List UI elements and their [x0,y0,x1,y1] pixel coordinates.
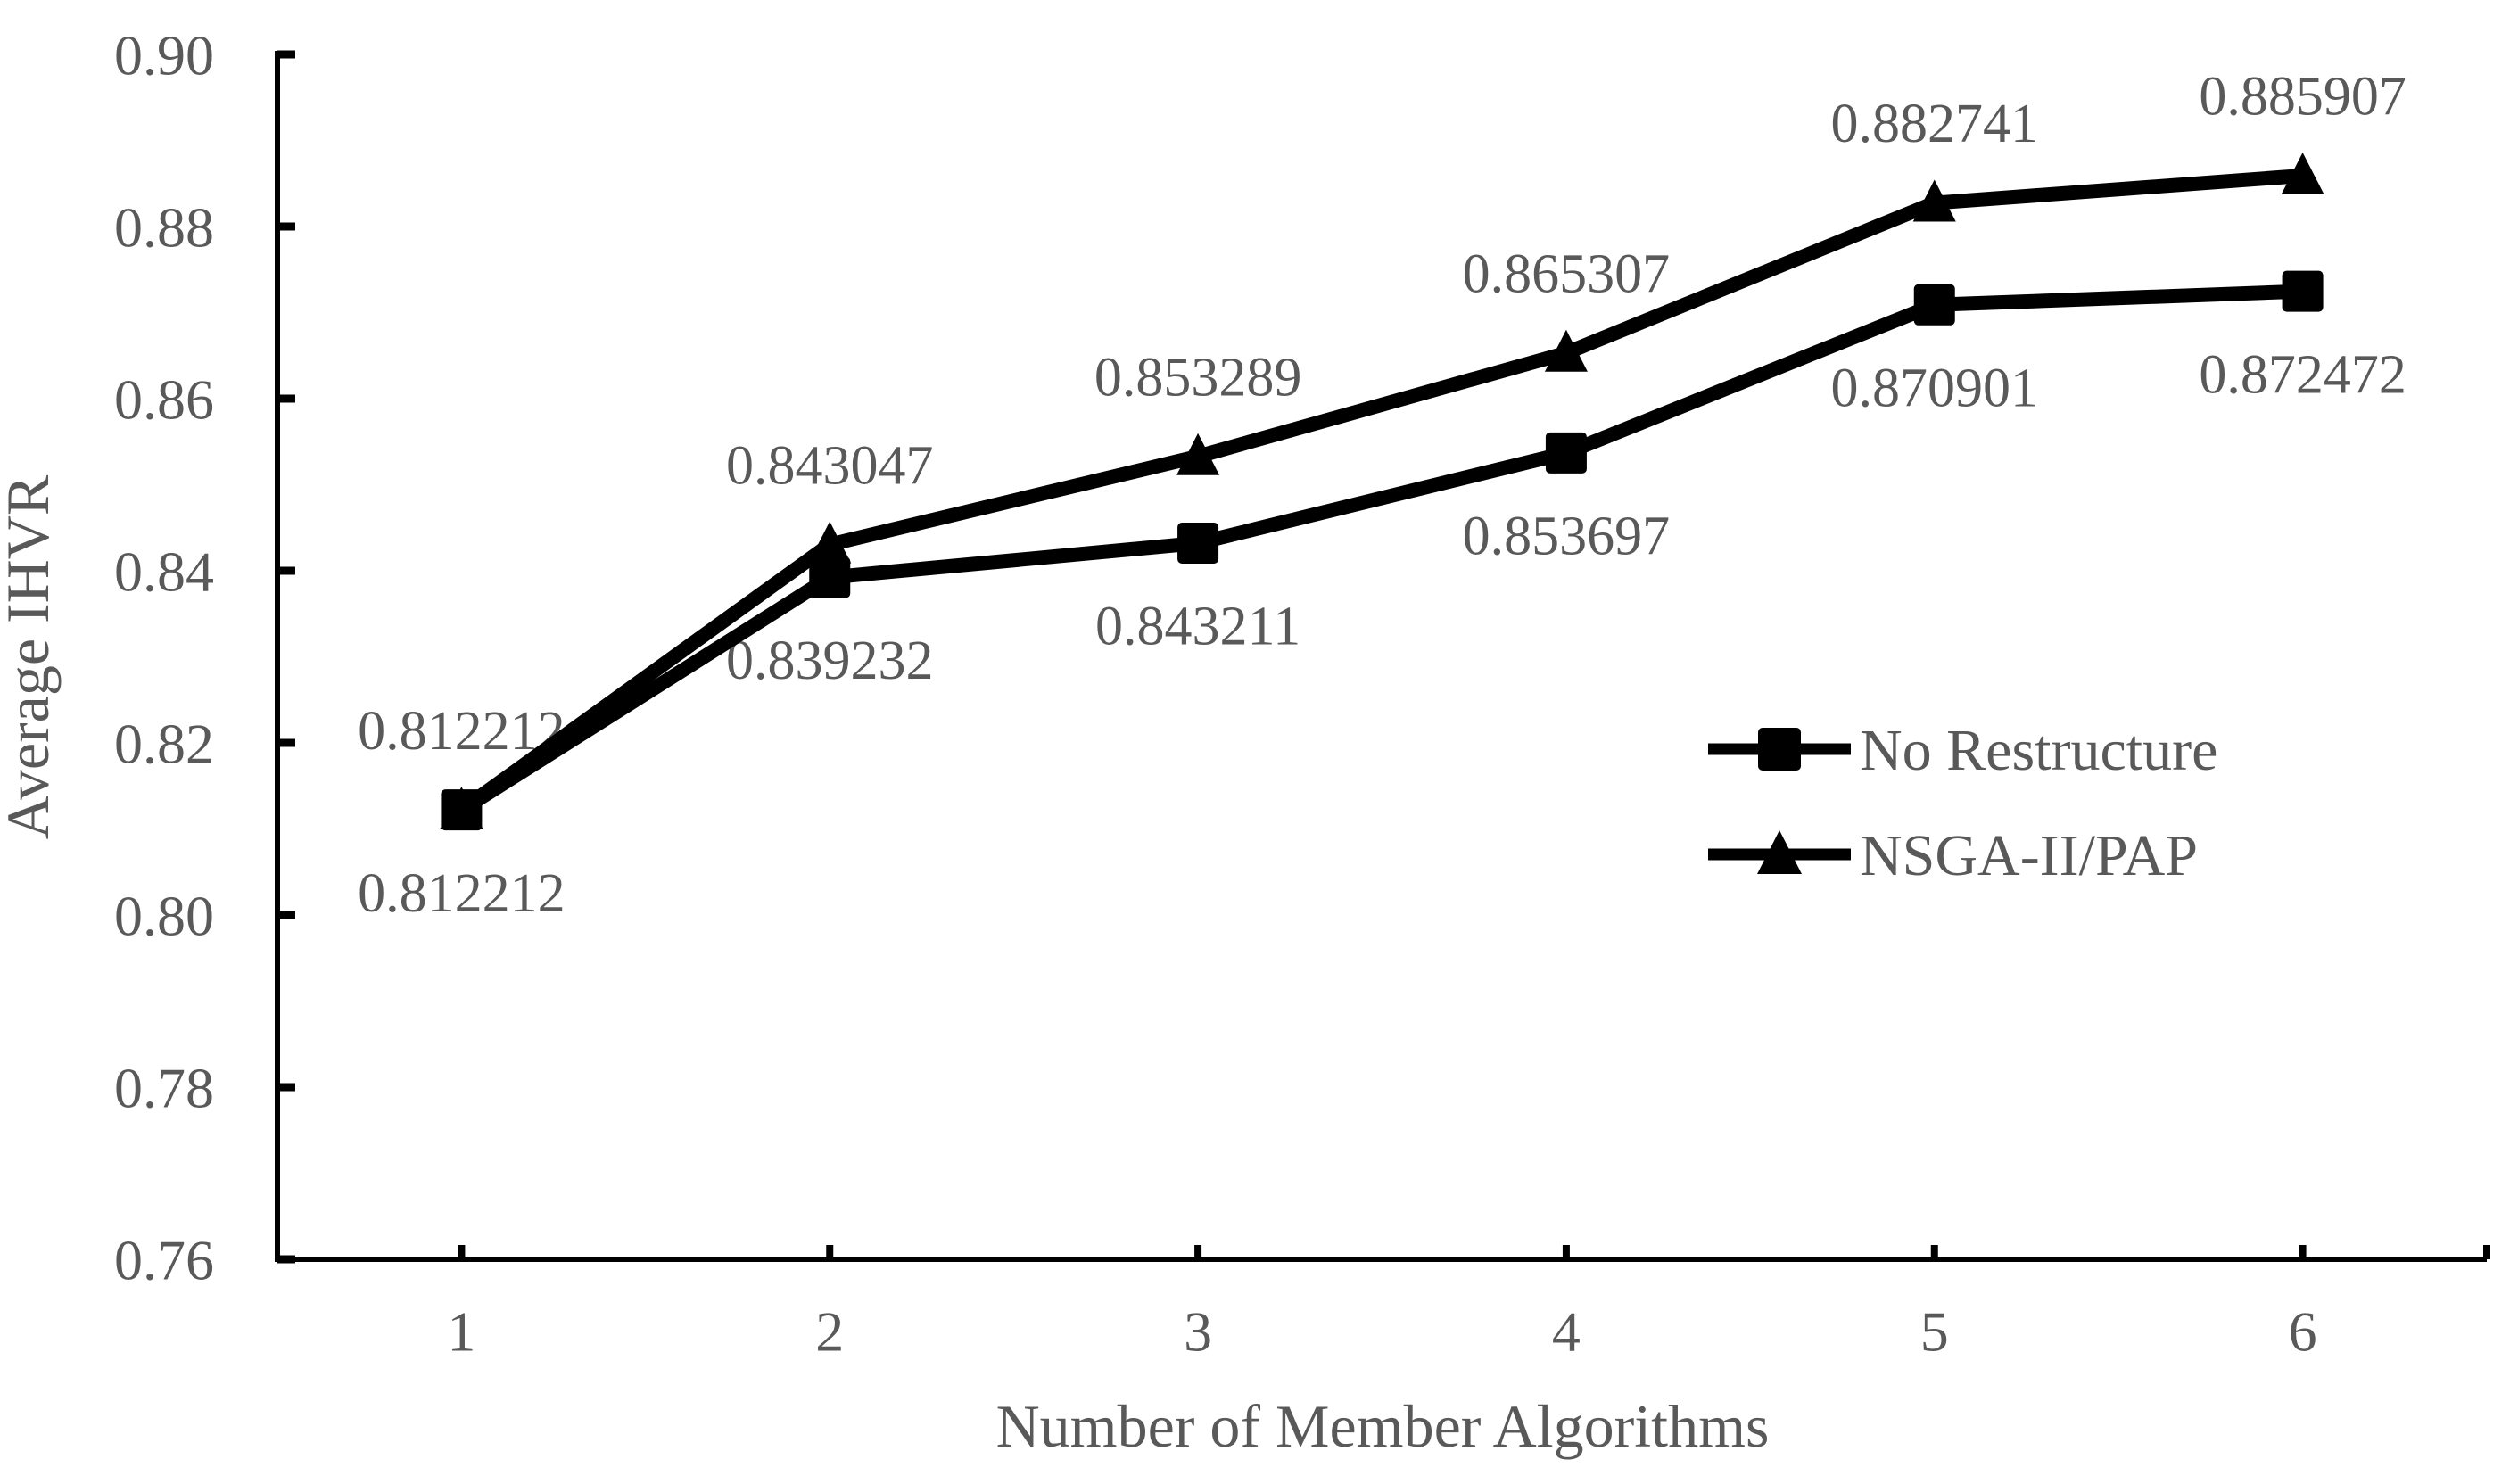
data-label-square-2: 0.839232 [726,631,934,691]
triangle-marker [1757,830,1802,874]
x-tick-label: 2 [815,1299,844,1363]
x-tick-label: 4 [1552,1299,1581,1363]
data-label-square-5: 0.870901 [1831,359,2039,419]
square-marker [441,789,483,831]
series-nsga-ii-pap [440,152,2324,829]
data-label-triangle-5: 0.882741 [1831,94,2039,154]
data-label-triangle-3: 0.853289 [1094,347,1302,408]
triangle-marker [808,521,852,564]
triangle-marker [2281,152,2324,194]
y-tick-label: 0.80 [114,884,214,947]
y-tick-label: 0.76 [114,1228,214,1291]
triangle-marker [1912,179,1956,222]
y-tick-label: 0.82 [114,712,214,775]
series-plot [440,152,2324,831]
square-marker [2282,270,2324,312]
legend-item-nsga-ii-pap: NSGA-II/PAP [1708,823,2198,888]
x-tick-label: 3 [1184,1299,1212,1363]
y-tick-label: 0.86 [114,367,214,431]
square-marker [1913,284,1955,326]
legend-label: NSGA-II/PAP [1860,823,2198,888]
series-no-restructure [441,270,2324,831]
triangle-marker [1176,433,1220,475]
data-label-triangle-2: 0.843047 [726,435,934,496]
y-tick-label: 0.88 [114,195,214,259]
legend: No Restructure NSGA-II/PAP [1708,718,2217,888]
series-line [457,169,2304,816]
y-axis-ticks: 0.76 0.78 0.80 0.82 0.84 0.86 0.88 0.90 [114,23,295,1291]
data-label-square-3: 0.843211 [1095,597,1300,657]
x-axis-title: Number of Member Algorithms [996,1392,1770,1460]
square-marker [1545,432,1587,474]
series-line [458,284,2303,816]
legend-label: No Restructure [1860,718,2217,783]
triangle-marker [1544,329,1588,372]
y-tick-label: 0.84 [114,540,214,603]
data-label-triangle-4: 0.865307 [1463,243,1671,304]
x-tick-label: 1 [447,1299,475,1363]
data-label-square-1: 0.812212 [358,863,566,924]
data-label-square-6: 0.872472 [2199,344,2407,405]
y-tick-label: 0.78 [114,1056,214,1119]
axes [275,51,2487,1262]
square-marker [1177,523,1219,565]
x-tick-label: 6 [2289,1299,2317,1363]
legend-item-no-restructure: No Restructure [1708,718,2217,783]
y-axis-title: Average IHVR [0,474,62,839]
x-axis-ticks: 1 2 3 4 5 6 [447,1245,2490,1363]
y-tick-label: 0.90 [114,23,214,87]
data-label-triangle-6: 0.885907 [2199,67,2407,128]
square-marker [809,556,851,598]
square-marker [1758,728,1801,771]
data-label-square-4: 0.853697 [1463,507,1671,567]
x-tick-label: 5 [1920,1299,1949,1363]
